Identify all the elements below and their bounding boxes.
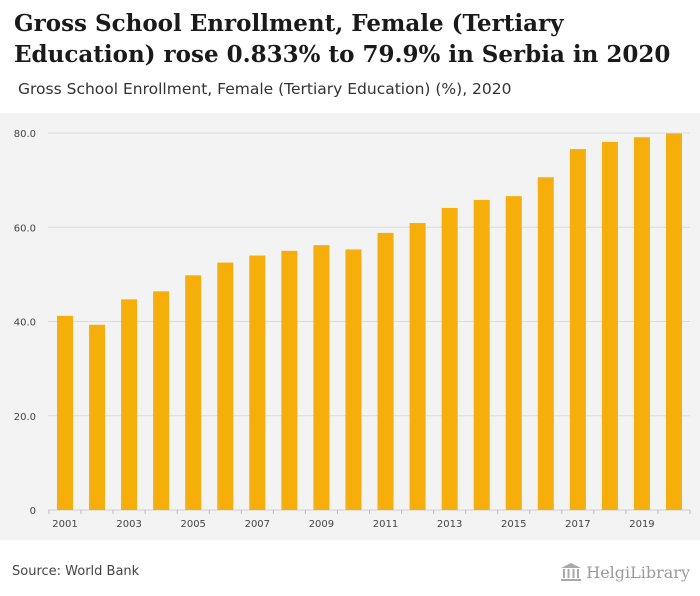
x-tick-label: 2007 bbox=[245, 519, 270, 530]
x-tick-label: 2001 bbox=[52, 519, 77, 530]
y-tick-label: 0 bbox=[30, 506, 36, 517]
bar-2015[interactable] bbox=[505, 196, 522, 510]
bar-2018[interactable] bbox=[601, 141, 618, 511]
bar-2008[interactable] bbox=[281, 250, 298, 510]
bar-2001[interactable] bbox=[57, 315, 73, 510]
x-tick-label: 2011 bbox=[373, 519, 398, 530]
bar-2007[interactable] bbox=[249, 255, 266, 510]
x-tick-label: 2015 bbox=[501, 519, 526, 530]
bar-2006[interactable] bbox=[217, 262, 234, 510]
bar-2005[interactable] bbox=[185, 275, 202, 510]
brand-name: HelgiLibrary bbox=[586, 562, 690, 582]
y-tick-label: 80.0 bbox=[14, 129, 36, 140]
bar-2002[interactable] bbox=[89, 324, 106, 510]
x-tick-label: 2009 bbox=[309, 519, 334, 530]
bar-2016[interactable] bbox=[537, 177, 554, 511]
x-tick-label: 2003 bbox=[116, 519, 141, 530]
chart-subtitle: Gross School Enrollment, Female (Tertiar… bbox=[18, 80, 512, 98]
bar-2003[interactable] bbox=[121, 299, 138, 510]
bar-2013[interactable] bbox=[441, 207, 458, 510]
x-tick-label: 2013 bbox=[437, 519, 462, 530]
bar-chart: 0 20.0 40.0 60.0 80.0 2001 2003 2005 2007 2009 201… bbox=[14, 129, 691, 530]
x-tick-label: 2005 bbox=[180, 519, 205, 530]
library-building-icon bbox=[561, 563, 582, 581]
bar-2009[interactable] bbox=[313, 245, 330, 510]
source-note: Source: World Bank bbox=[12, 564, 140, 579]
bar-2014[interactable] bbox=[473, 199, 490, 510]
bar-2010[interactable] bbox=[345, 249, 362, 510]
helgilibrary-logo[interactable]: HelgiLibrary bbox=[560, 560, 690, 584]
axes: 0 20.0 40.0 60.0 80.0 2001 2003 2005 2007 2009 201… bbox=[14, 129, 691, 530]
bar-2011[interactable] bbox=[377, 232, 394, 510]
bar-2020[interactable] bbox=[666, 133, 682, 510]
chart-area: 0 20.0 40.0 60.0 80.0 2001 2003 2005 2007 2009 201… bbox=[0, 113, 700, 540]
y-tick-label: 60.0 bbox=[14, 223, 36, 234]
bar-2004[interactable] bbox=[153, 291, 170, 510]
grid-lines bbox=[48, 132, 690, 511]
bar-series bbox=[57, 133, 682, 511]
bar-2012[interactable] bbox=[409, 223, 426, 510]
y-tick-label: 20.0 bbox=[14, 412, 36, 423]
x-tick-label: 2019 bbox=[629, 519, 654, 530]
x-tick-label: 2017 bbox=[565, 519, 590, 530]
chart-title: Gross School Enrollment, Female (Tertiar… bbox=[14, 10, 671, 68]
y-tick-label: 40.0 bbox=[14, 318, 36, 329]
bar-2017[interactable] bbox=[569, 149, 586, 510]
bar-2019[interactable] bbox=[633, 137, 650, 510]
